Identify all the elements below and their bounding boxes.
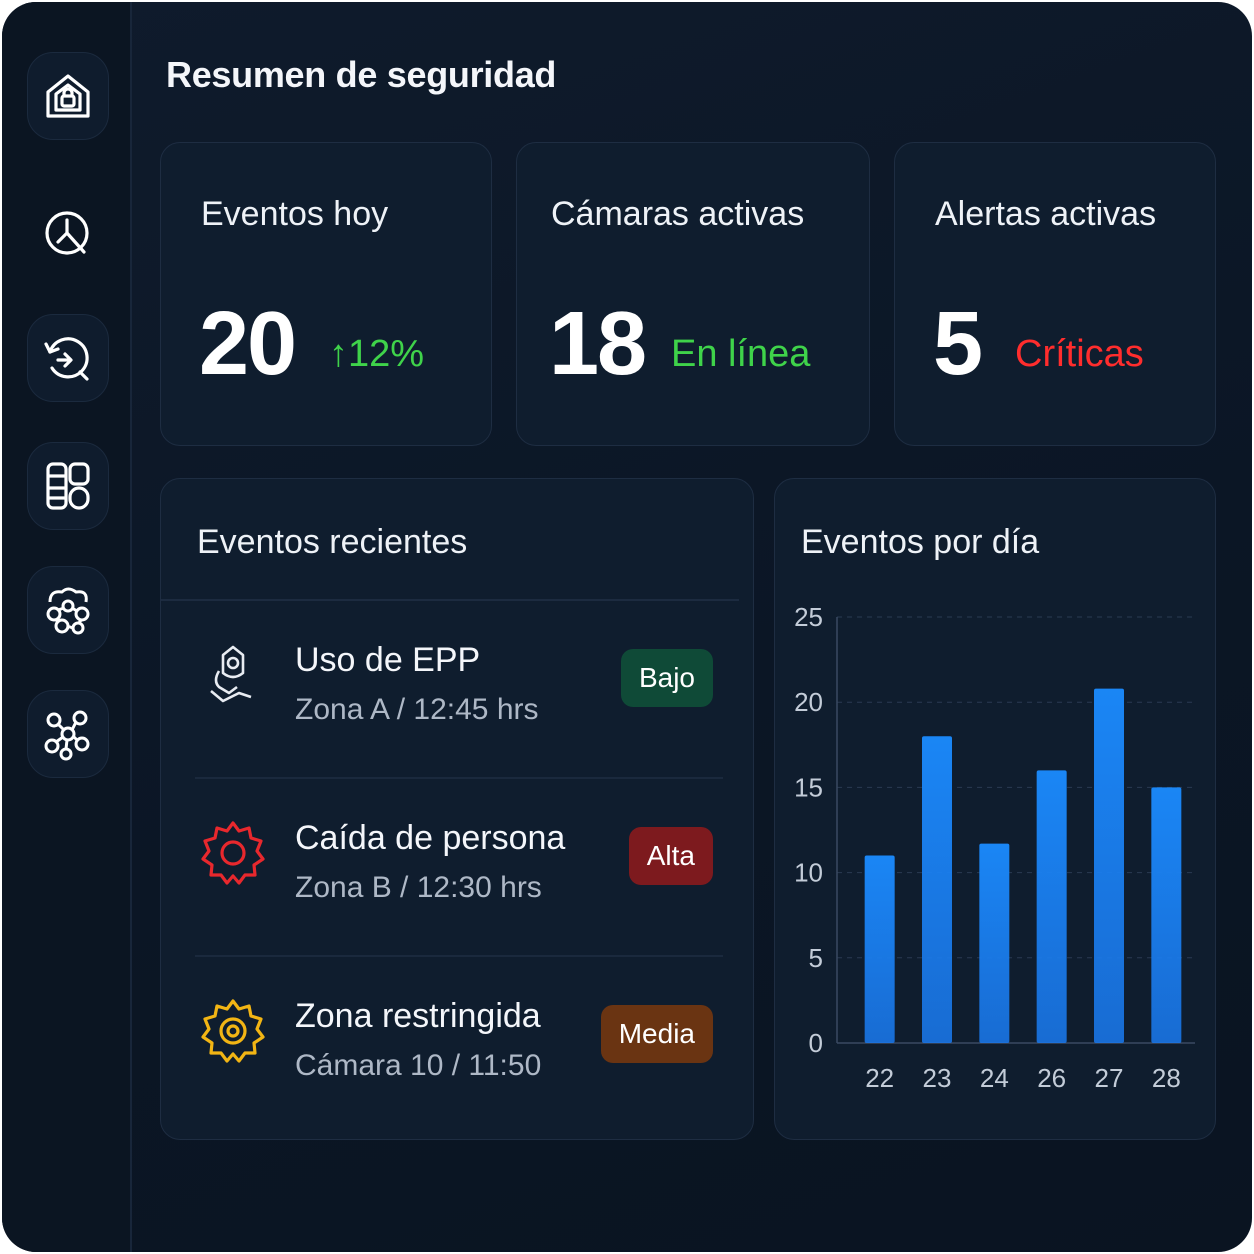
stat-status: Críticas	[1015, 333, 1144, 375]
ppe-icon	[210, 645, 252, 703]
x-tick-label: 27	[1095, 1063, 1124, 1093]
y-tick-label: 0	[809, 1028, 823, 1058]
stat-card-events-today[interactable]: Eventos hoy 20 ↑12%	[160, 142, 492, 446]
sidebar-item-network[interactable]	[27, 566, 109, 654]
clock-icon	[45, 211, 89, 255]
stat-status: En línea	[671, 333, 811, 375]
event-row[interactable]: Uso de EPP Zona A / 12:45 hrs Bajo	[161, 601, 753, 779]
alert-gear-red-icon	[201, 821, 265, 885]
event-subtitle: Zona A / 12:45 hrs	[295, 693, 539, 726]
chart-title: Eventos por día	[801, 523, 1040, 561]
x-tick-label: 22	[865, 1063, 894, 1093]
divider	[195, 955, 723, 957]
severity-badge: Bajo	[620, 649, 713, 707]
sidebar	[2, 2, 132, 1252]
sidebar-item-layout[interactable]	[27, 442, 109, 530]
recent-events-panel: Eventos recientes Uso de EPP Zona A / 12…	[160, 478, 754, 1140]
event-title: Zona restringida	[295, 997, 541, 1035]
divider	[195, 777, 723, 779]
y-tick-label: 10	[794, 858, 823, 888]
stat-title: Alertas activas	[935, 195, 1157, 233]
stat-value: 20	[199, 294, 297, 394]
bar	[1151, 787, 1182, 1043]
event-title: Caída de persona	[295, 819, 566, 857]
bar	[922, 736, 952, 1043]
stat-card-active-alerts[interactable]: Alertas activas 5 Críticas	[894, 142, 1216, 446]
y-tick-label: 20	[794, 687, 823, 717]
events-per-day-panel: Eventos por día 0 5 10 15 20 25 22 23 24 26 27 28	[774, 478, 1216, 1140]
stat-value: 5	[933, 294, 983, 394]
bar	[1036, 770, 1067, 1043]
x-tick-label: 28	[1152, 1063, 1181, 1093]
page-title: Resumen de seguridad	[166, 54, 557, 95]
x-tick-label: 24	[980, 1063, 1009, 1093]
section-title: Eventos recientes	[197, 523, 468, 561]
y-tick-label: 25	[794, 602, 823, 632]
events-bar-chart: 0 5 10 15 20 25 22 23 24 26 27 28	[794, 602, 1195, 1093]
event-subtitle: Zona B / 12:30 hrs	[295, 871, 542, 904]
x-tick-label: 26	[1037, 1063, 1066, 1093]
stat-value: 18	[549, 294, 647, 394]
sidebar-item-home[interactable]	[27, 52, 109, 140]
divider	[161, 599, 739, 601]
nodes-icon	[44, 710, 90, 761]
x-tick-label: 23	[923, 1063, 952, 1093]
y-tick-label: 15	[794, 772, 823, 802]
sidebar-item-monitor[interactable]	[27, 190, 109, 278]
stat-title: Cámaras activas	[551, 195, 805, 233]
y-tick-label: 5	[809, 943, 823, 973]
grid-icon	[46, 462, 90, 510]
home-shield-icon	[46, 74, 90, 118]
event-subtitle: Cámara 10 / 11:50	[295, 1049, 542, 1082]
bar	[864, 855, 895, 1043]
bar	[979, 843, 1010, 1043]
event-row[interactable]: Zona restringida Cámara 10 / 11:50 Media	[161, 957, 753, 1135]
severity-badge: Alta	[628, 827, 713, 885]
stat-change: ↑12%	[329, 333, 425, 375]
sidebar-item-nodes[interactable]	[27, 690, 109, 778]
sidebar-item-history[interactable]	[27, 314, 109, 402]
alert-gear-yellow-icon	[201, 999, 265, 1063]
stat-card-active-cameras[interactable]: Cámaras activas 18 En línea	[516, 142, 870, 446]
event-row[interactable]: Caída de persona Zona B / 12:30 hrs Alta	[161, 779, 753, 957]
network-icon	[46, 587, 90, 635]
stat-title: Eventos hoy	[201, 195, 389, 233]
history-icon	[44, 337, 89, 381]
bar	[1094, 688, 1124, 1043]
severity-badge: Media	[600, 1005, 713, 1063]
event-title: Uso de EPP	[295, 641, 481, 679]
